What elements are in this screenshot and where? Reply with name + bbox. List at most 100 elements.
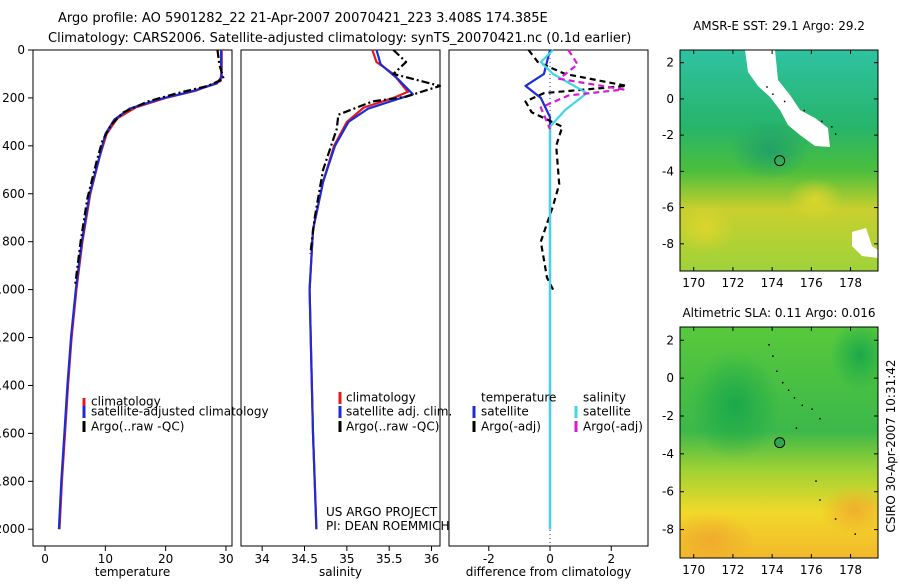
y-tick-label: 2 [666,56,674,70]
argo-float-marker [774,437,786,449]
sla-map-frame [679,326,879,559]
sla-high-patch [680,512,755,558]
x-tick-label: 34 [255,552,270,566]
legend-label-temp-argo: Argo(-adj) [481,420,541,434]
x-tick-label: 35 [339,552,354,566]
plot-frame [32,49,233,547]
sst-map-title: AMSR-E SST: 29.1 Argo: 29.2 [693,19,865,33]
legend-label-climatology: climatology [346,391,416,405]
x-tick-label: 170 [682,276,705,290]
difference-legend: temperature satellite Argo(-adj) salinit… [472,391,643,434]
coast-point [787,389,790,391]
x-axis-label: temperature [95,565,170,579]
y-tick-label: 1800 [0,474,25,488]
series-line-satellite [308,49,414,530]
series-line-climatology [58,50,223,530]
coast-point [811,408,813,410]
y-tick-label: -2 [662,409,674,423]
sst-map-image [680,50,878,271]
coast-point [795,427,798,429]
coast-point [819,499,821,501]
coast-point [854,533,856,535]
legend-title-temperature: temperature [481,391,556,405]
y-tick-label: -8 [662,237,674,251]
x-tick-label: 178 [839,563,862,577]
coast-point [783,100,786,103]
argo-float-marker [774,155,786,167]
x-tick-label: 176 [800,563,823,577]
series-line-argo [309,49,442,254]
legend-label-argo: Argo(..raw -QC) [91,420,184,434]
legend-title-salinity: salinity [583,391,626,405]
legend-label-temp-satellite: satellite [481,405,529,419]
x-tick-label: 172 [721,563,744,577]
x-tick-label: -2 [483,552,495,566]
coast-point [772,93,774,95]
series-line-climatology [308,49,409,530]
series-line-satellite [57,50,223,530]
y-tick-label: 1000 [0,283,25,297]
sst-warm-patch [680,203,735,253]
salinity-legend: climatology satellite adj. clim. Argo(..… [338,391,452,434]
x-tick-label: 20 [158,552,173,566]
x-tick-label: 170 [682,563,705,577]
x-tick-label: 10 [98,552,113,566]
legend-label-climatology: climatology [91,395,161,409]
y-tick-label: 400 [2,139,25,153]
x-axis-label: salinity [319,565,362,579]
sla-low-patch [830,327,878,390]
pi-annotation: PI: DEAN ROEMMICH [326,519,449,533]
coast-point [766,86,768,88]
coast-point [819,417,821,420]
sst-warm-patch [787,178,843,222]
x-tick-label: 35.5 [376,552,403,566]
coast-point [834,518,837,520]
legend-label-satellite: satellite-adjusted climatology [91,405,269,419]
coast-point [815,480,817,482]
sst-map-frame [679,49,879,272]
y-tick-label: -6 [662,485,674,499]
plot-frame [240,49,441,547]
series-line-temp_satellite [524,49,552,530]
series-line-argo [74,49,225,285]
y-tick-label: 0 [17,43,25,57]
x-tick-label: 176 [800,276,823,290]
sla-map-title: Altimetric SLA: 0.11 Argo: 0.016 [682,306,875,320]
figure-title-line1: Argo profile: AO 5901282_22 21-Apr-2007 … [58,11,548,26]
coast-point [821,120,823,123]
x-tick-label: 2 [607,552,615,566]
y-tick-label: -4 [662,164,674,178]
x-tick-label: 174 [761,276,784,290]
y-tick-label: -4 [662,447,674,461]
coast-point [768,344,770,346]
y-tick-label: 2000 [0,522,25,536]
figure-title-line2: Climatology: CARS2006. Satellite-adjuste… [48,31,631,46]
series-line-sal_satellite [539,49,588,530]
plot-frame [448,49,649,547]
csiro-timestamp: CSIRO 30-Apr-2007 10:31:42 [884,359,898,532]
salinity-panel: 34 34.5 35 35.5 36 salinity [240,49,442,579]
sst-missing-data [745,50,830,147]
coast-point [776,370,778,373]
y-tick-label: 1200 [0,331,25,345]
legend-label-sal-argo: Argo(-adj) [583,420,643,434]
coast-point [834,133,837,135]
y-tick-label: 200 [2,91,25,105]
sla-map-axes: 170 172 174 176 178 2 0 -2 -4 -6 -8 [662,327,878,577]
sla-map-image [680,327,878,558]
y-tick-label: 0 [666,92,674,106]
sst-missing-data [852,228,878,258]
coast-point [781,381,784,384]
x-tick-label: 36 [424,552,439,566]
x-tick-label: 178 [839,276,862,290]
y-tick-label: -8 [662,523,674,537]
x-axis-label: difference from climatology [466,565,632,579]
y-tick-label: -2 [662,128,674,142]
y-tick-label: 2 [666,333,674,347]
x-tick-label: 172 [721,276,744,290]
x-tick-label: 34.5 [291,552,318,566]
coast-point [803,109,806,112]
sla-high-patch [820,485,878,535]
